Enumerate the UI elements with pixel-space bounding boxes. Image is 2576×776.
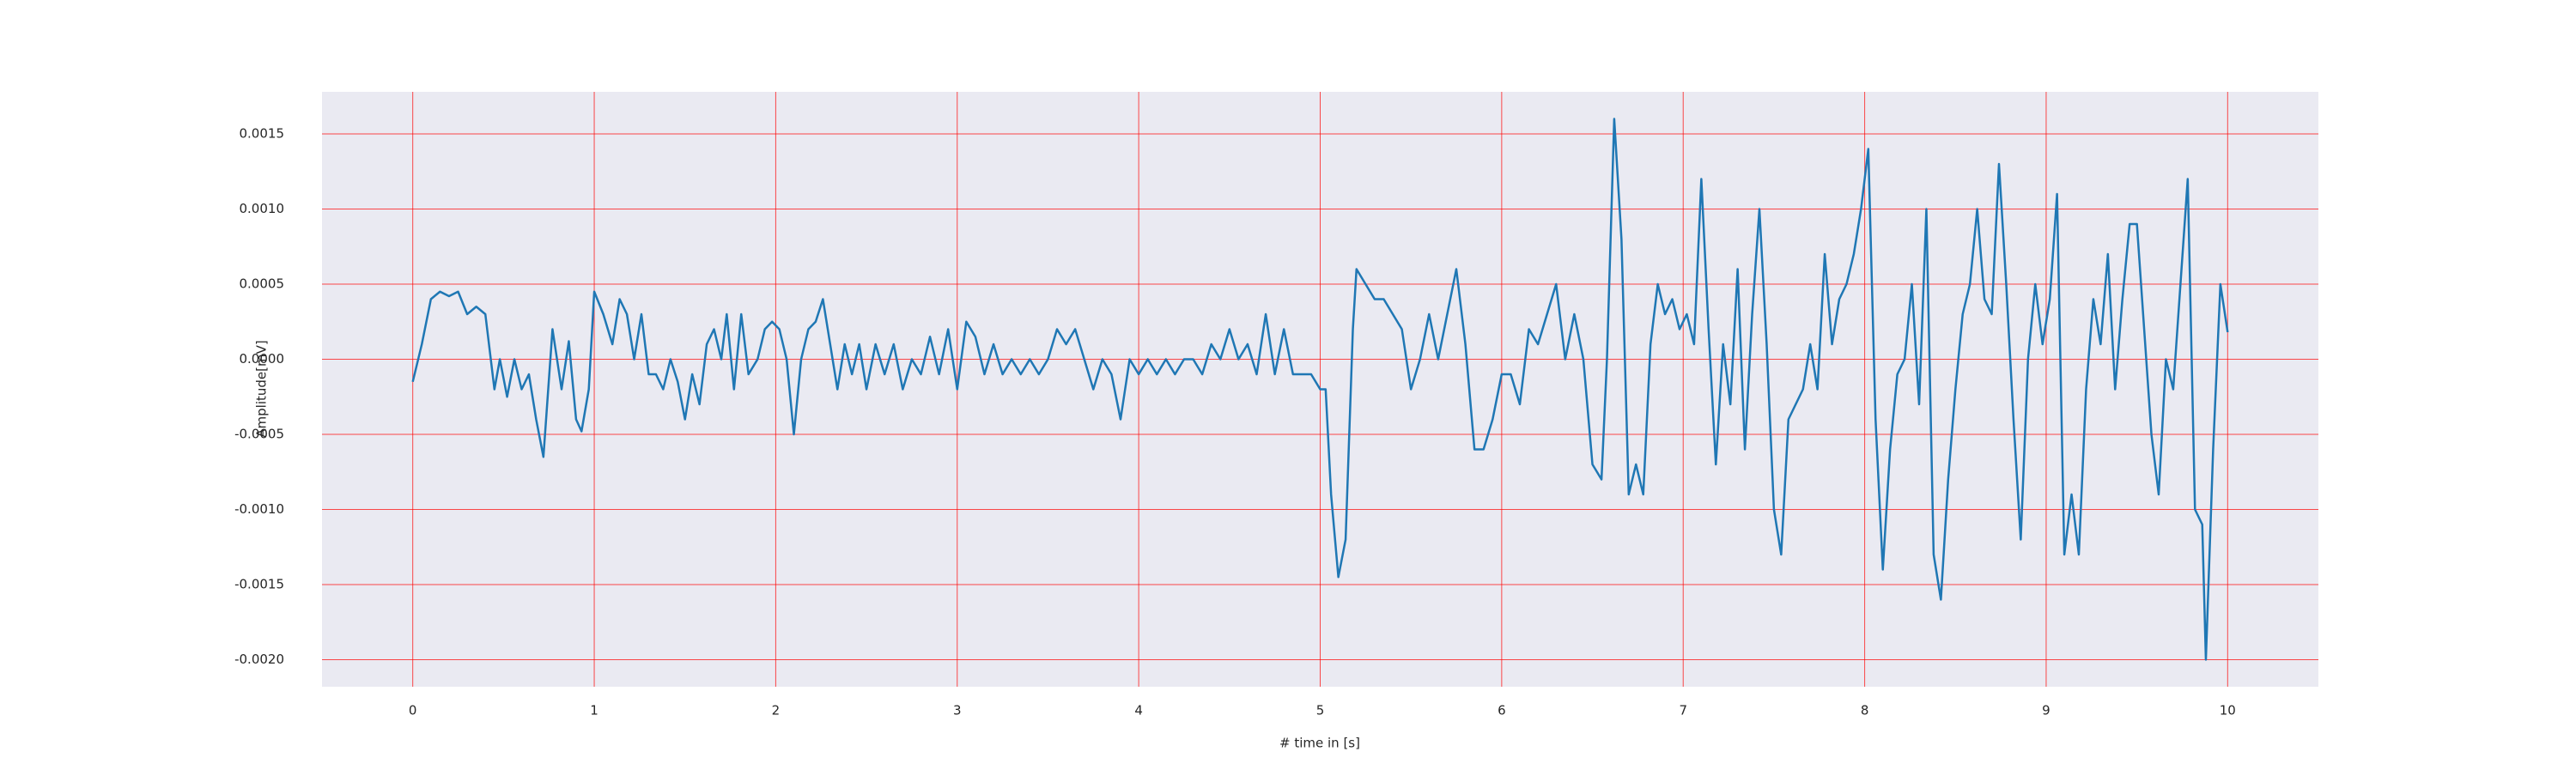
x-tick-label: 9	[2042, 703, 2050, 718]
y-tick-label: -0.0020	[234, 652, 284, 667]
x-tick-label: 10	[2220, 703, 2236, 718]
signal-line	[411, 118, 2229, 661]
y-tick-label: -0.0005	[234, 427, 284, 442]
x-tick-label: 2	[772, 703, 781, 718]
y-tick-label: 0.0005	[240, 276, 285, 292]
y-tick-label: -0.0015	[234, 577, 284, 592]
x-tick-label: 7	[1679, 703, 1687, 718]
x-axis-label: # time in [s]	[1279, 736, 1360, 751]
y-tick-label: 0.0010	[240, 201, 285, 216]
x-tick-label: 8	[1861, 703, 1869, 718]
x-tick-label: 3	[953, 703, 962, 718]
x-tick-label: 0	[409, 703, 417, 718]
y-axis-label: Amplitude[mV]	[254, 340, 270, 437]
x-tick-label: 6	[1498, 703, 1506, 718]
y-tick-label: -0.0010	[234, 501, 284, 517]
y-tick-label: 0.0000	[240, 351, 285, 367]
x-tick-label: 4	[1134, 703, 1143, 718]
x-tick-label: 1	[590, 703, 598, 718]
x-tick-label: 5	[1316, 703, 1325, 718]
y-tick-label: 0.0015	[240, 126, 285, 142]
